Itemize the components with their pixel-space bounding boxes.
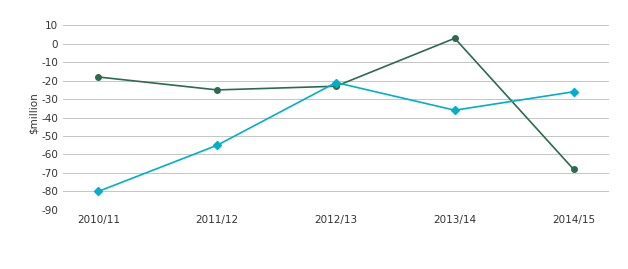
- Y-axis label: $million: $million: [28, 92, 38, 134]
